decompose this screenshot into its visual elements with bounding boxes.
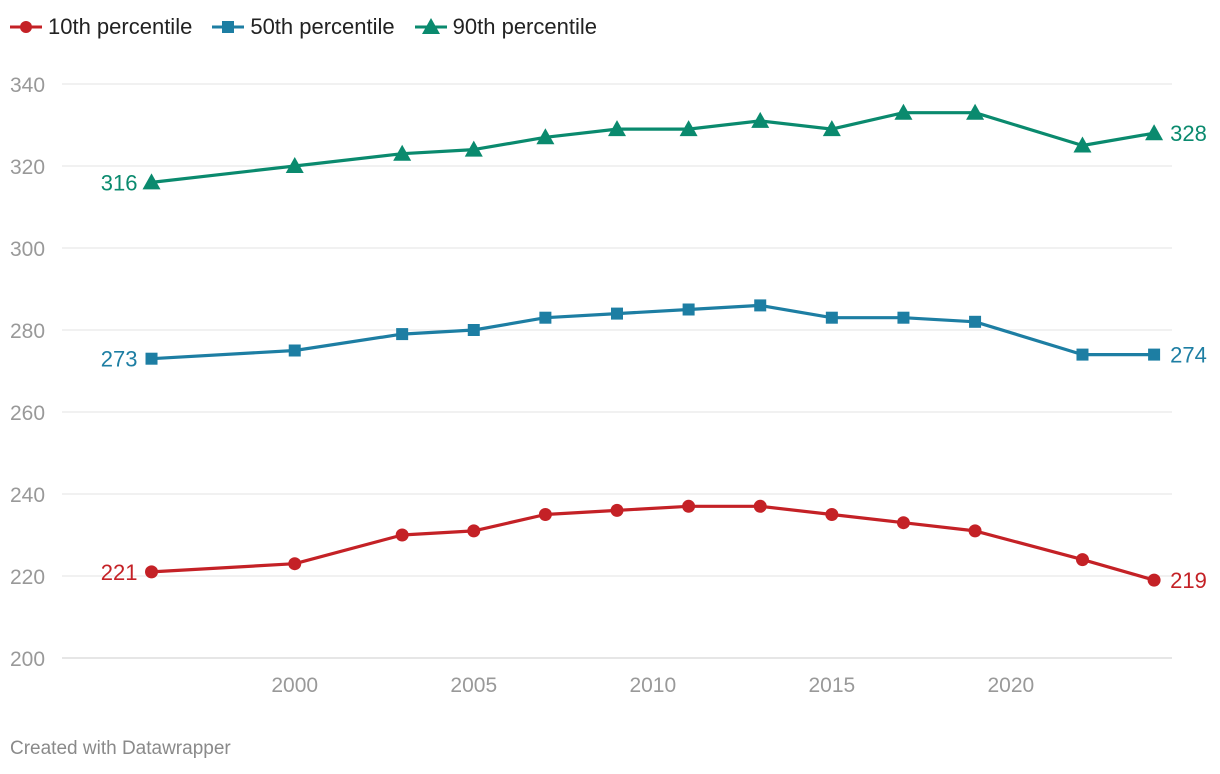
x-tick-label: 2010 (629, 674, 676, 697)
legend-label: 10th percentile (48, 14, 193, 39)
legend-label: 50th percentile (250, 14, 395, 39)
data-point (682, 303, 695, 316)
end-value-label: 274 (1170, 343, 1207, 368)
end-value-label: 219 (1170, 568, 1207, 593)
data-point (611, 307, 623, 320)
line-chart: 200 220 240 260 280 300 320 340 2000 2005 2010 2015… (10, 74, 1207, 697)
x-tick-label: 2000 (271, 674, 318, 697)
data-point (539, 311, 552, 324)
legend-circle-icon (10, 21, 42, 33)
data-point (608, 120, 626, 137)
data-point (825, 508, 839, 521)
data-point (396, 328, 409, 341)
data-point (393, 144, 412, 161)
y-tick-label: 260 (10, 402, 45, 425)
legend-square-icon (212, 21, 245, 33)
data-point (968, 524, 982, 538)
data-point (897, 311, 910, 324)
data-point (753, 499, 767, 513)
y-tick-label: 240 (10, 484, 45, 507)
legend-triangle-icon (414, 18, 447, 34)
data-point (538, 508, 552, 521)
data-point (1073, 136, 1092, 153)
start-value-label: 316 (101, 170, 138, 195)
data-point (825, 311, 838, 324)
end-value-label: 328 (1170, 121, 1207, 146)
legend-item: 90th percentile (414, 14, 597, 40)
data-point (969, 315, 982, 328)
data-point (288, 344, 301, 357)
footer-credit: Created with Datawrapper (10, 738, 231, 759)
data-point (467, 524, 481, 538)
data-point (467, 324, 480, 336)
data-point (288, 557, 302, 571)
data-point (464, 140, 483, 157)
data-point (142, 173, 161, 190)
y-tick-label: 320 (10, 156, 45, 179)
data-point (395, 528, 409, 542)
x-tick-label: 2015 (808, 674, 855, 697)
series-line (151, 504, 1155, 582)
y-tick-label: 220 (10, 566, 45, 589)
data-point (894, 103, 913, 120)
data-point (1147, 573, 1161, 587)
x-tick-label: 2005 (450, 674, 497, 697)
data-point (1076, 348, 1089, 361)
data-point (1148, 348, 1161, 361)
data-point (536, 128, 555, 145)
data-point (285, 157, 304, 173)
data-point (145, 565, 159, 579)
data-point (145, 352, 158, 365)
legend-item: 50th percentile (212, 14, 395, 40)
y-tick-label: 340 (10, 74, 45, 97)
y-tick-label: 300 (10, 238, 45, 261)
data-point (1075, 553, 1089, 567)
series-line (151, 303, 1155, 361)
data-point (1145, 124, 1164, 141)
data-point (679, 120, 698, 137)
data-point (896, 516, 910, 530)
data-point (751, 111, 770, 128)
data-point (610, 503, 624, 517)
data-point (682, 499, 696, 513)
start-value-label: 221 (101, 560, 138, 585)
data-point (754, 299, 767, 312)
data-point (822, 120, 841, 137)
y-tick-label: 200 (10, 648, 45, 671)
y-tick-label: 280 (10, 320, 45, 343)
start-value-label: 273 (101, 347, 138, 372)
legend-label: 90th percentile (452, 14, 597, 39)
legend-item: 10th percentile (10, 14, 192, 40)
legend: 10th percentile 50th percentile 90th per… (10, 14, 597, 40)
x-tick-label: 2020 (988, 674, 1035, 697)
data-point (966, 103, 985, 120)
